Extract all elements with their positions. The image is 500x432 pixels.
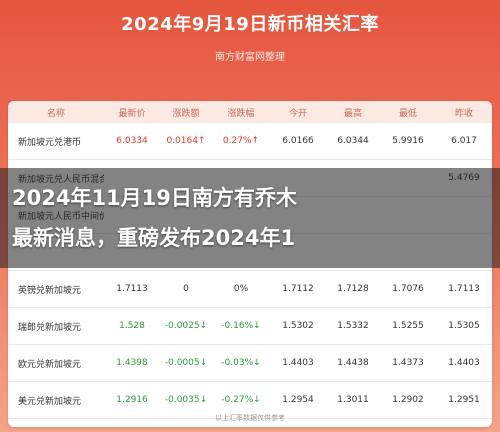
- row-low: 1.7076: [392, 284, 424, 294]
- col-header-pct: 涨跌幅: [227, 108, 255, 119]
- row-high: 1.4438: [337, 358, 369, 368]
- row-pct: -0.03%↓: [221, 358, 261, 368]
- row-name: 欧元兑新加坡元: [18, 359, 82, 370]
- row-low: 1.2902: [392, 395, 424, 405]
- footer-note: 以上汇率数据仅供参考: [215, 414, 285, 422]
- row-last: 6.0334: [116, 136, 148, 146]
- table-row[interactable]: [8, 234, 492, 271]
- row-last: 1.7113: [116, 284, 148, 294]
- row-name: 瑞郎兑新加坡元: [18, 322, 82, 333]
- row-prev: 1.4403: [448, 358, 480, 368]
- table-header: 名称 最新价 涨跌额 涨跌幅 今开 最高 最低 昨收: [8, 101, 492, 123]
- row-pct: 0%: [233, 284, 249, 294]
- table-row[interactable]: 美元兑新加坡元 1.2916 -0.0035↓ -0.27%↓ 1.2954 1.3011…: [8, 382, 492, 419]
- row-change: -0.0005↓: [164, 358, 208, 368]
- row-open: 1.2954: [282, 395, 314, 405]
- row-open: 1.4403: [282, 358, 314, 368]
- table-row[interactable]: 欧元兑新加坡元 1.4398 -0.0005↓ -0.03%↓ 1.4403 1.4438…: [8, 345, 492, 382]
- col-header-open: 今开: [288, 108, 307, 119]
- row-high: 6.0344: [337, 136, 369, 146]
- page-subtitle: 南方财富网整理: [215, 52, 285, 63]
- col-header-change: 涨跌额: [172, 108, 200, 119]
- headline-line-1: 2024年11月19日南方有乔木: [12, 186, 297, 210]
- row-high: 1.5332: [337, 321, 369, 331]
- col-header-last: 最新价: [118, 108, 146, 119]
- table-row[interactable]: 瑞郎兑新加坡元 1.528 -0.0025↓ -0.16%↓ 1.5302 1.5332 1…: [8, 308, 492, 345]
- row-name: 英镑兑新加坡元: [18, 285, 82, 296]
- row-prev: 1.5305: [448, 321, 480, 331]
- row-pct: 0.27%↑: [222, 136, 260, 146]
- headline-line-2: 最新消息，重磅发布2024年1: [12, 226, 296, 250]
- row-prev: 1.7113: [448, 284, 480, 294]
- row-last: 1.528: [119, 321, 145, 331]
- row-prev: 6.017: [451, 136, 477, 146]
- row-high: 1.3011: [337, 395, 369, 405]
- row-low: 1.4373: [392, 358, 424, 368]
- row-change: -0.0025↓: [164, 321, 208, 331]
- page-title: 2024年9月19日新币相关汇率: [121, 14, 379, 35]
- row-open: 1.7112: [282, 284, 314, 294]
- col-header-low: 最低: [398, 108, 417, 119]
- row-name: 美元兑新加坡元: [18, 396, 82, 407]
- row-open: 6.0166: [282, 136, 314, 146]
- col-header-prev: 昨收: [454, 108, 473, 119]
- row-high: 1.7128: [337, 284, 369, 294]
- row-open: 1.5302: [282, 321, 314, 331]
- row-last: 1.2916: [116, 395, 148, 405]
- row-change: -0.0035↓: [164, 395, 208, 405]
- col-header-high: 最高: [343, 108, 362, 119]
- row-low: 5.9916: [392, 136, 424, 146]
- row-low: 1.5255: [392, 321, 424, 331]
- row-last: 1.4398: [116, 358, 148, 368]
- row-pct: -0.16%↓: [221, 321, 261, 331]
- row-name: 新加坡元兑港币: [18, 137, 82, 148]
- table-row[interactable]: 新加坡元兑港币 6.0334 0.0164↑ 0.27%↑ 6.0166 6.0344 5.…: [8, 123, 492, 160]
- row-prev: 1.2951: [448, 395, 480, 405]
- row-change: 0.0164↑: [166, 136, 206, 146]
- col-header-name: 名称: [46, 108, 65, 119]
- row-change: 0: [183, 284, 189, 294]
- table-row[interactable]: 英镑兑新加坡元 1.7113 0 0% 1.7112 1.7128 1.7076 1.7113: [8, 271, 492, 308]
- headline-overlay: 2024年11月19日南方有乔木 最新消息，重磅发布2024年1: [0, 168, 500, 268]
- row-pct: -0.27%↓: [221, 395, 261, 405]
